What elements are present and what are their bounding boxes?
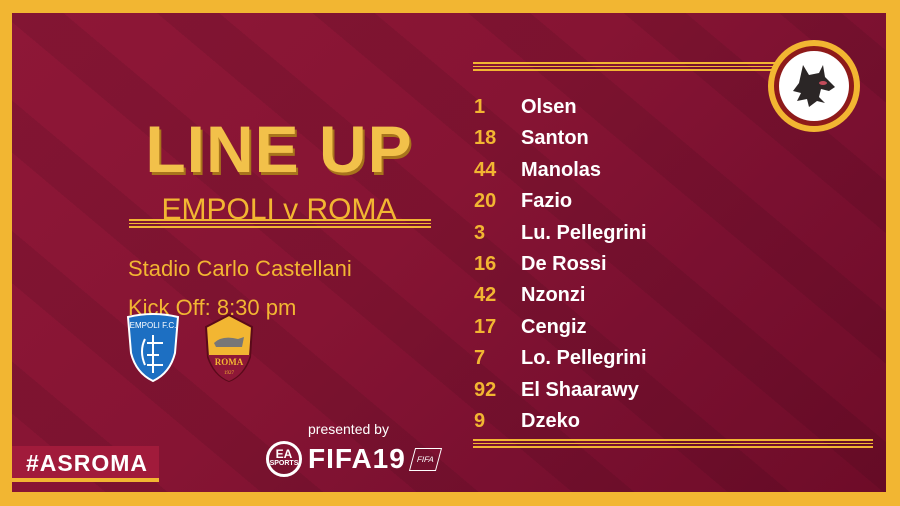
svg-text:ROMA: ROMA	[215, 357, 244, 367]
player-name: Lu. Pellegrini	[521, 221, 647, 244]
empoli-crest: EMPOLI F.C.	[126, 313, 180, 383]
page-title: LINE UP	[145, 112, 413, 186]
player-name: Dzeko	[521, 410, 580, 432]
player-name: De Rossi	[521, 253, 607, 275]
ea-sports-icon: EA SPORTS	[266, 441, 302, 477]
player-name: Fazio	[521, 190, 573, 213]
svg-text:EMPOLI F.C.: EMPOLI F.C.	[130, 321, 177, 330]
player-row: 44 Manolas	[474, 159, 601, 182]
player-row: 9 Dzeko	[474, 410, 580, 433]
fifa-badge: FIFA	[408, 447, 442, 471]
player-name: Manolas	[521, 158, 602, 181]
player-name: Cengiz	[521, 315, 587, 338]
player-number: 7	[474, 347, 486, 370]
player-row: 1 Olsen	[474, 96, 577, 119]
player-name: Nzonzi	[521, 284, 586, 307]
svg-text:1927: 1927	[224, 371, 235, 376]
player-number: 16	[474, 253, 497, 275]
player-name: Santon	[521, 127, 589, 150]
player-row: 7 Lo. Pellegrini	[474, 347, 647, 370]
player-number: 92	[474, 378, 497, 401]
player-row: 17 Cengiz	[474, 316, 587, 339]
player-number: 18	[474, 127, 497, 150]
wolf-icon	[793, 65, 835, 107]
player-number: 17	[474, 315, 497, 338]
player-number: 3	[474, 221, 486, 244]
roster-top-divider	[473, 62, 775, 71]
roster-bottom-divider	[473, 439, 873, 448]
player-row: 3 Lu. Pellegrini	[474, 222, 647, 245]
player-name: Olsen	[521, 96, 577, 118]
player-number: 20	[474, 190, 497, 213]
presented-by: presented by	[308, 421, 389, 437]
fifa19-logo: EA SPORTS FIFA19 FIFA	[266, 441, 442, 477]
player-row: 92 El Shaarawy	[474, 379, 639, 402]
player-number: 42	[474, 284, 497, 307]
player-row: 42 Nzonzi	[474, 284, 585, 307]
player-name: Lo. Pellegrini	[521, 347, 647, 370]
player-row: 18 Santon	[474, 127, 589, 150]
player-name: El Shaarawy	[521, 378, 639, 401]
hashtag-banner: #ASROMA	[12, 446, 159, 482]
player-row: 16 De Rossi	[474, 253, 607, 276]
divider	[129, 219, 431, 228]
roma-crest: ROMA 1927	[204, 313, 254, 383]
player-number: 44	[474, 158, 497, 181]
player-number: 9	[474, 410, 486, 432]
lineup-graphic: LINE UP EMPOLI v ROMA Stadio Carlo Caste…	[12, 13, 886, 492]
game-name: FIFA19	[308, 443, 406, 474]
player-row: 20 Fazio	[474, 190, 572, 213]
venue: Stadio Carlo Castellani	[128, 256, 352, 281]
roma-wolf-logo	[768, 40, 860, 132]
player-number: 1	[474, 96, 486, 118]
